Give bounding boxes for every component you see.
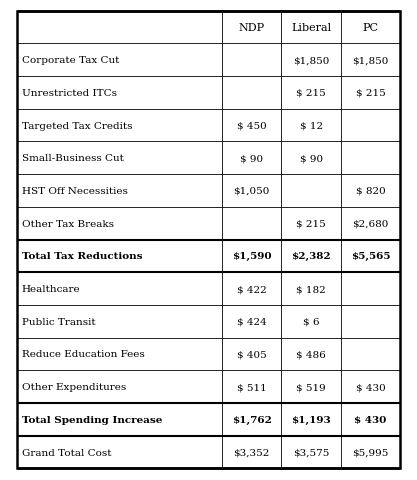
Text: $ 90: $ 90 — [299, 154, 323, 163]
Text: $1,850: $1,850 — [293, 56, 329, 65]
Text: $3,352: $3,352 — [234, 448, 270, 456]
Text: $1,050: $1,050 — [234, 187, 270, 195]
Text: $1,590: $1,590 — [232, 252, 271, 261]
Text: Targeted Tax Credits: Targeted Tax Credits — [22, 121, 132, 130]
Text: $ 215: $ 215 — [296, 89, 326, 97]
Text: $ 215: $ 215 — [356, 89, 385, 97]
Text: $5,995: $5,995 — [352, 448, 389, 456]
Text: Total Tax Reductions: Total Tax Reductions — [22, 252, 142, 261]
Text: Liberal: Liberal — [291, 23, 331, 33]
Text: Corporate Tax Cut: Corporate Tax Cut — [22, 56, 119, 65]
Text: Total Spending Increase: Total Spending Increase — [22, 415, 162, 424]
Text: $ 486: $ 486 — [296, 350, 326, 359]
Text: Unrestricted ITCs: Unrestricted ITCs — [22, 89, 117, 97]
Text: Healthcare: Healthcare — [22, 285, 80, 293]
Text: Other Expenditures: Other Expenditures — [22, 383, 126, 391]
Text: Grand Total Cost: Grand Total Cost — [22, 448, 111, 456]
Text: $ 405: $ 405 — [237, 350, 266, 359]
Text: Small-Business Cut: Small-Business Cut — [22, 154, 123, 163]
Text: Public Transit: Public Transit — [22, 317, 95, 326]
Text: $ 12: $ 12 — [299, 121, 323, 130]
Text: HST Off Necessities: HST Off Necessities — [22, 187, 128, 195]
Text: $1,850: $1,850 — [352, 56, 389, 65]
Text: $ 422: $ 422 — [237, 285, 266, 293]
Text: $ 215: $ 215 — [296, 219, 326, 228]
Text: $ 519: $ 519 — [296, 383, 326, 391]
Text: $ 90: $ 90 — [240, 154, 263, 163]
Text: PC: PC — [363, 23, 379, 33]
Text: $ 511: $ 511 — [237, 383, 266, 391]
Text: NDP: NDP — [239, 23, 265, 33]
Text: Other Tax Breaks: Other Tax Breaks — [22, 219, 114, 228]
Text: $ 182: $ 182 — [296, 285, 326, 293]
Text: $3,575: $3,575 — [293, 448, 329, 456]
Text: $1,193: $1,193 — [291, 415, 331, 424]
Text: $ 820: $ 820 — [356, 187, 385, 195]
Text: $2,680: $2,680 — [352, 219, 389, 228]
Text: $5,565: $5,565 — [351, 252, 390, 261]
Text: $2,382: $2,382 — [291, 252, 331, 261]
Text: $ 450: $ 450 — [237, 121, 266, 130]
Text: $ 430: $ 430 — [356, 383, 385, 391]
Text: $ 424: $ 424 — [237, 317, 266, 326]
Text: Reduce Education Fees: Reduce Education Fees — [22, 350, 144, 359]
Text: $ 430: $ 430 — [354, 415, 387, 424]
Text: $ 6: $ 6 — [303, 317, 319, 326]
Text: $1,762: $1,762 — [232, 415, 271, 424]
